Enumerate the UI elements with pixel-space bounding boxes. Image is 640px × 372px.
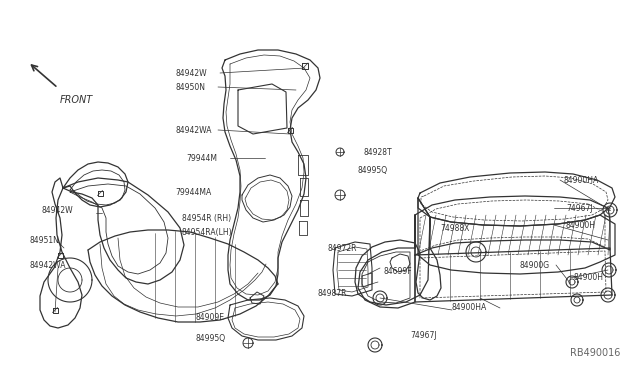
Text: 84951N: 84951N: [30, 235, 60, 244]
Text: 79944M: 79944M: [186, 154, 217, 163]
Text: 84900H: 84900H: [574, 273, 604, 282]
Text: 84972R: 84972R: [328, 244, 358, 253]
Text: 84900H: 84900H: [566, 221, 596, 230]
Text: 84995Q: 84995Q: [358, 166, 388, 174]
Text: 79944MA: 79944MA: [175, 187, 211, 196]
Text: 84995Q: 84995Q: [196, 334, 226, 343]
Text: 84900G: 84900G: [520, 260, 550, 269]
Text: 84942WA: 84942WA: [176, 125, 212, 135]
Text: 84942WA: 84942WA: [30, 262, 67, 270]
Text: 84954R (RH): 84954R (RH): [182, 214, 231, 222]
Text: 84900HA: 84900HA: [452, 304, 487, 312]
Text: 84942W: 84942W: [176, 68, 207, 77]
Text: 84987R: 84987R: [318, 289, 348, 298]
Text: 74967J: 74967J: [566, 203, 593, 212]
Text: 84954RA(LH): 84954RA(LH): [182, 228, 232, 237]
Text: FRONT: FRONT: [60, 95, 93, 105]
Text: 84950N: 84950N: [176, 83, 206, 92]
Text: 84909E: 84909E: [196, 314, 225, 323]
Text: RB490016: RB490016: [570, 348, 620, 358]
Text: 74988X: 74988X: [440, 224, 469, 232]
Text: 84900HA: 84900HA: [564, 176, 599, 185]
Text: 74967J: 74967J: [410, 331, 436, 340]
Text: 84699F: 84699F: [384, 267, 413, 276]
Text: 84928T: 84928T: [364, 148, 392, 157]
Text: 84942W: 84942W: [42, 205, 74, 215]
